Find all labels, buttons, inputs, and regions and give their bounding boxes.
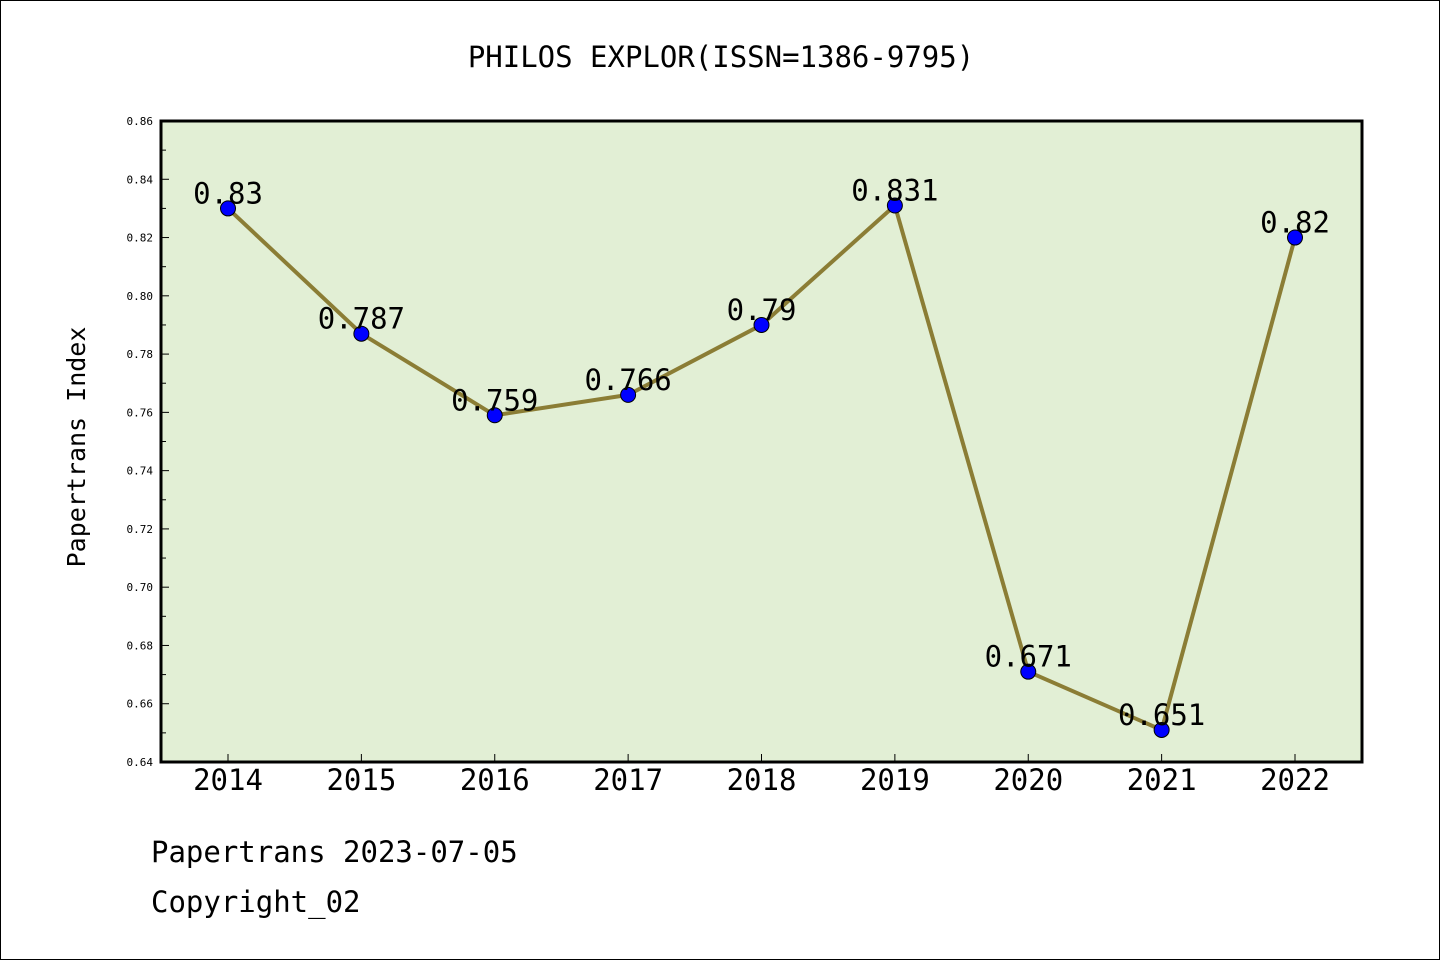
data-point <box>886 197 903 214</box>
data-point <box>1153 721 1170 738</box>
data-label: 0.759 <box>451 383 538 417</box>
data-label: 0.831 <box>851 173 938 207</box>
x-tick-label: 2017 <box>593 763 663 797</box>
data-point <box>620 386 637 403</box>
y-tick-label: 0.78 <box>127 348 154 361</box>
data-label: 0.79 <box>727 293 797 327</box>
y-tick-label: 0.64 <box>127 756 154 769</box>
data-point <box>1020 663 1037 680</box>
data-label: 0.766 <box>584 363 671 397</box>
chart-title: PHILOS EXPLOR(ISSN=1386-9795) <box>468 40 974 74</box>
data-label: 0.787 <box>318 302 405 336</box>
y-tick-label: 0.82 <box>127 232 154 245</box>
data-point <box>753 316 770 333</box>
x-tick-label: 2020 <box>993 763 1063 797</box>
footer-date-line: Papertrans 2023-07-05 <box>151 835 518 869</box>
y-tick-label: 0.72 <box>127 523 154 536</box>
x-tick-label: 2022 <box>1260 763 1330 797</box>
y-tick-label: 0.86 <box>127 115 154 128</box>
data-point <box>486 407 503 424</box>
y-tick-label: 0.68 <box>127 639 154 652</box>
x-axis: 2014 2015 2016 2017 2018 2019 2020 2021 2022 <box>193 754 1330 797</box>
x-tick-label: 2015 <box>326 763 396 797</box>
data-label: 0.83 <box>193 176 263 210</box>
y-tick-label: 0.76 <box>127 406 154 419</box>
data-label: 0.82 <box>1260 206 1330 240</box>
x-tick-label: 2019 <box>860 763 930 797</box>
x-tick-label: 2016 <box>460 763 530 797</box>
y-axis: 0.64 0.66 0.68 0.70 0.72 0.74 0.76 0.78 0.80 0.82… <box>127 115 169 769</box>
x-tick-label: 2014 <box>193 763 263 797</box>
series: 0.83 0.787 0.759 0.766 0.79 0.831 0.671 0.651 0.… <box>193 173 1330 738</box>
y-tick-label: 0.70 <box>127 581 154 594</box>
data-point <box>220 200 236 217</box>
y-tick-label: 0.80 <box>127 290 154 303</box>
plot-area <box>159 119 1364 764</box>
y-tick-label: 0.74 <box>127 465 154 478</box>
x-tick-label: 2021 <box>1127 763 1197 797</box>
data-label: 0.651 <box>1118 698 1205 732</box>
footer-copyright-line: Copyright_02 <box>151 885 361 919</box>
x-tick-label: 2018 <box>727 763 797 797</box>
data-label: 0.671 <box>985 640 1072 674</box>
y-tick-label: 0.84 <box>127 173 154 186</box>
y-axis-label: Papertrans Index <box>62 327 91 568</box>
y-tick-label: 0.66 <box>127 698 154 711</box>
data-point <box>353 325 370 342</box>
data-point <box>1287 229 1303 246</box>
